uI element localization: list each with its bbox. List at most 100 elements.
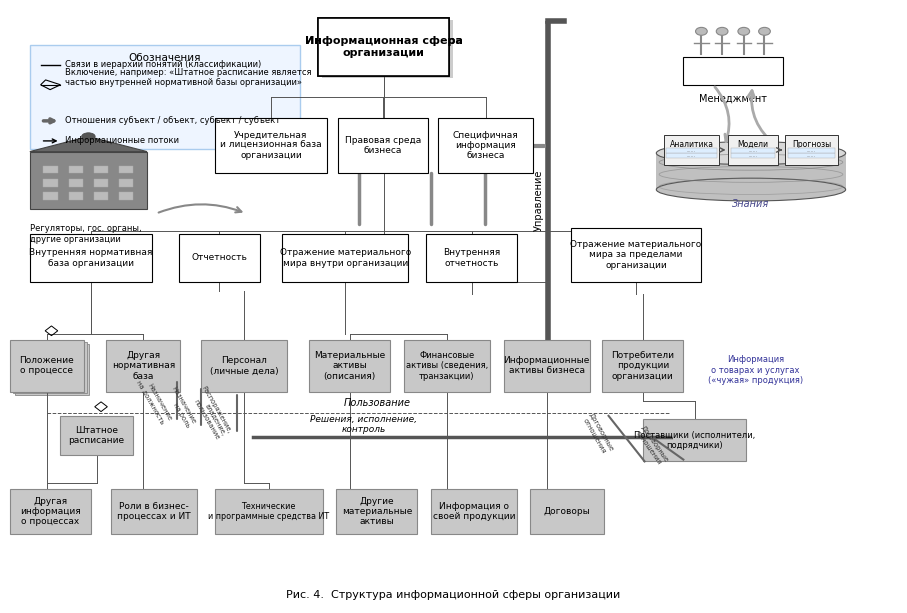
Text: Персонал
(личные дела): Персонал (личные дела)	[210, 356, 278, 375]
FancyBboxPatch shape	[44, 192, 58, 200]
Text: Отражение материального
мира внутри организации: Отражение материального мира внутри орга…	[279, 248, 411, 268]
FancyBboxPatch shape	[309, 340, 390, 392]
FancyBboxPatch shape	[788, 153, 834, 158]
FancyBboxPatch shape	[338, 118, 428, 173]
Polygon shape	[30, 137, 147, 151]
Text: Регуляторы, гос. органы,
другие организации: Регуляторы, гос. органы, другие организа…	[30, 224, 141, 244]
FancyBboxPatch shape	[602, 340, 683, 392]
Text: Назначение
на роль: Назначение на роль	[164, 386, 197, 428]
FancyBboxPatch shape	[179, 234, 259, 282]
Text: Специфичная
информация
бизнеса: Специфичная информация бизнеса	[453, 131, 519, 161]
FancyBboxPatch shape	[201, 340, 287, 392]
FancyBboxPatch shape	[119, 166, 133, 173]
FancyBboxPatch shape	[731, 148, 775, 153]
Text: Информация о
своей продукции: Информация о своей продукции	[433, 502, 515, 521]
Text: Модели: Модели	[737, 140, 769, 149]
Text: ......: ......	[687, 153, 696, 158]
Ellipse shape	[657, 142, 845, 164]
Text: Отчетность: Отчетность	[191, 253, 247, 262]
FancyBboxPatch shape	[571, 227, 701, 282]
FancyBboxPatch shape	[44, 179, 58, 187]
Text: Технические
и программные средства ИТ: Технические и программные средства ИТ	[208, 502, 329, 521]
FancyBboxPatch shape	[15, 343, 89, 395]
Text: Правовая среда
бизнеса: Правовая среда бизнеса	[345, 136, 422, 155]
FancyBboxPatch shape	[785, 135, 837, 164]
Ellipse shape	[738, 28, 749, 36]
FancyBboxPatch shape	[336, 489, 417, 535]
FancyBboxPatch shape	[788, 148, 834, 153]
FancyBboxPatch shape	[282, 234, 408, 282]
FancyBboxPatch shape	[431, 489, 517, 535]
Text: Знания: Знания	[732, 199, 770, 208]
Text: Рис. 4.  Структура информационной сферы организации: Рис. 4. Структура информационной сферы о…	[287, 590, 620, 600]
FancyBboxPatch shape	[119, 192, 133, 200]
FancyBboxPatch shape	[667, 153, 717, 158]
Text: Включение, например: «Штатное расписание является
частью внутренней нормативной : Включение, например: «Штатное расписание…	[65, 68, 311, 87]
FancyBboxPatch shape	[44, 166, 58, 173]
Text: Информационная сфера
организации: Информационная сфера организации	[305, 36, 463, 58]
FancyBboxPatch shape	[215, 489, 323, 535]
Text: Материальные
активы
(описания): Материальные активы (описания)	[314, 351, 385, 381]
Text: Другие
материальные
активы: Другие материальные активы	[342, 497, 412, 527]
Text: ......: ......	[749, 148, 757, 153]
Text: Внутренняя
отчетность: Внутренняя отчетность	[443, 248, 500, 268]
FancyBboxPatch shape	[93, 179, 108, 187]
FancyBboxPatch shape	[530, 489, 604, 535]
FancyBboxPatch shape	[728, 135, 778, 164]
Text: Пользование: Пользование	[344, 398, 410, 408]
Text: ......: ......	[807, 153, 816, 158]
Text: Договорные
отношения: Договорные отношения	[581, 412, 614, 456]
FancyBboxPatch shape	[93, 166, 108, 173]
FancyBboxPatch shape	[438, 118, 532, 173]
FancyBboxPatch shape	[69, 179, 83, 187]
Text: Отношения субъект / объект, субъект / субъект: Отношения субъект / объект, субъект / су…	[65, 116, 280, 126]
FancyBboxPatch shape	[69, 192, 83, 200]
Ellipse shape	[696, 28, 707, 36]
FancyBboxPatch shape	[119, 179, 133, 187]
Text: Прогнозы: Прогнозы	[792, 140, 831, 149]
FancyBboxPatch shape	[643, 419, 746, 462]
Text: Связи в иерархии понятий (классификации): Связи в иерархии понятий (классификации)	[65, 60, 261, 69]
Text: Менеджмент: Менеджмент	[699, 94, 767, 104]
Text: Решения, исполнение,
контроль: Решения, исполнение, контроль	[310, 414, 417, 434]
FancyBboxPatch shape	[111, 489, 197, 535]
Text: Информация
о товарах и услугах
(«чужая» продукция): Информация о товарах и услугах («чужая» …	[708, 356, 803, 385]
Text: Финансовые
активы (сведения,
транзакции): Финансовые активы (сведения, транзакции)	[405, 351, 488, 381]
Text: Положение
о процессе: Положение о процессе	[20, 356, 74, 375]
Ellipse shape	[82, 133, 95, 140]
FancyBboxPatch shape	[731, 153, 775, 158]
Text: Договорные
отношения: Договорные отношения	[634, 425, 669, 468]
FancyBboxPatch shape	[426, 234, 517, 282]
Text: Распоряжение,
владение,
пользование: Распоряжение, владение, пользование	[189, 384, 233, 441]
FancyBboxPatch shape	[215, 118, 327, 173]
Text: Аналитика: Аналитика	[669, 140, 714, 149]
FancyBboxPatch shape	[13, 341, 86, 394]
Text: Управление: Управление	[534, 170, 544, 231]
Text: Поставщики (исполнители,
подрядчики): Поставщики (исполнители, подрядчики)	[634, 430, 756, 450]
Text: Договоры: Договоры	[543, 507, 590, 516]
Text: Штатное
расписание: Штатное расписание	[68, 426, 124, 445]
Text: Другая
нормативная
база: Другая нормативная база	[112, 351, 175, 381]
FancyBboxPatch shape	[318, 18, 449, 75]
FancyBboxPatch shape	[664, 135, 719, 164]
Text: ......: ......	[749, 153, 757, 158]
FancyBboxPatch shape	[322, 20, 453, 78]
FancyBboxPatch shape	[504, 340, 590, 392]
Text: Внутренняя нормативная
база организации: Внутренняя нормативная база организации	[29, 248, 152, 268]
Text: ......: ......	[687, 148, 696, 153]
FancyBboxPatch shape	[318, 18, 449, 75]
FancyBboxPatch shape	[10, 340, 84, 392]
Text: Потребители
продукции
организации: Потребители продукции организации	[611, 351, 674, 381]
Text: Другая
информация
о процессах: Другая информация о процессах	[20, 497, 81, 527]
Text: Информационные
активы бизнеса: Информационные активы бизнеса	[503, 356, 590, 375]
FancyBboxPatch shape	[30, 45, 300, 148]
Text: ......: ......	[807, 148, 816, 153]
Text: Отражение материального
мира за пределами
организации: Отражение материального мира за пределам…	[571, 240, 702, 270]
Text: Обозначения: Обозначения	[129, 53, 201, 63]
Text: Роли в бизнес-
процессах и ИТ: Роли в бизнес- процессах и ИТ	[117, 502, 190, 521]
FancyBboxPatch shape	[404, 340, 490, 392]
FancyBboxPatch shape	[69, 166, 83, 173]
FancyBboxPatch shape	[106, 340, 180, 392]
FancyBboxPatch shape	[667, 148, 717, 153]
FancyBboxPatch shape	[60, 416, 133, 455]
